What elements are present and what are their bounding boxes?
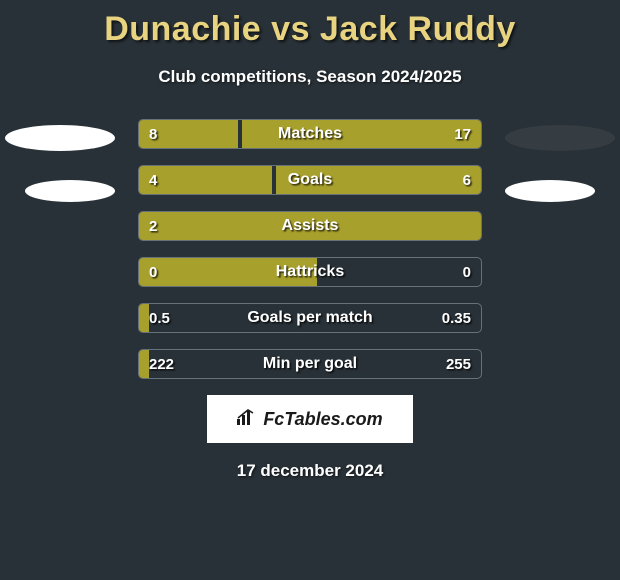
bar-row: 2Assists	[138, 211, 482, 241]
bar-row: 00Hattricks	[138, 257, 482, 287]
bar-left-value: 8	[149, 120, 157, 148]
bar-right-value: 0.35	[442, 304, 471, 332]
bar-left-fill	[139, 212, 481, 240]
bar-right-value: 255	[446, 350, 471, 378]
bar-right-value: 0	[463, 258, 471, 286]
bar-label: Min per goal	[139, 350, 481, 378]
bar-right-value: 6	[463, 166, 471, 194]
page-title: Dunachie vs Jack Ruddy	[0, 0, 620, 49]
bar-row: 46Goals	[138, 165, 482, 195]
bar-left-fill	[139, 350, 149, 378]
footer-date: 17 december 2024	[0, 461, 620, 481]
left-player-shape-1	[5, 125, 115, 151]
bar-left-value: 4	[149, 166, 157, 194]
bar-left-fill	[139, 304, 149, 332]
bar-left-value: 0	[149, 258, 157, 286]
brand-logo-icon	[237, 409, 257, 430]
right-player-shape-1	[505, 125, 615, 151]
comparison-chart: 817Matches46Goals2Assists00Hattricks0.50…	[138, 119, 482, 379]
brand-text: FcTables.com	[263, 409, 382, 430]
bar-row: 222 255Min per goal	[138, 349, 482, 379]
bar-left-fill	[139, 258, 317, 286]
bar-left-fill	[139, 166, 272, 194]
bar-label: Goals per match	[139, 304, 481, 332]
bar-left-value: 0.5	[149, 304, 170, 332]
brand-badge: FcTables.com	[207, 395, 413, 443]
bar-row: 817Matches	[138, 119, 482, 149]
left-player-shape-2	[25, 180, 115, 202]
bar-left-value: 2	[149, 212, 157, 240]
page-subtitle: Club competitions, Season 2024/2025	[0, 67, 620, 87]
bar-row: 0.5 0.35Goals per match	[138, 303, 482, 333]
bar-left-value: 222	[149, 350, 174, 378]
bar-right-fill	[276, 166, 481, 194]
bar-right-fill	[242, 120, 481, 148]
bar-right-value: 17	[454, 120, 471, 148]
right-player-shape-2	[505, 180, 595, 202]
